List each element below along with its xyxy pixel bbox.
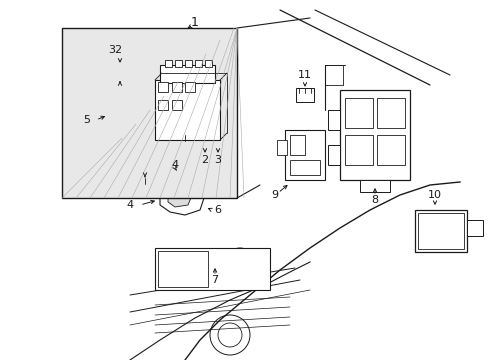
Circle shape: [218, 323, 242, 347]
Bar: [359, 180, 389, 192]
Bar: [339, 90, 409, 180]
Bar: [204, 60, 212, 67]
Text: 32: 32: [108, 45, 122, 55]
Bar: [172, 100, 182, 110]
Bar: [345, 98, 372, 128]
Bar: [289, 160, 319, 175]
Text: 3: 3: [214, 155, 221, 165]
Circle shape: [115, 73, 125, 83]
Circle shape: [223, 248, 257, 282]
Circle shape: [141, 184, 149, 192]
Polygon shape: [168, 178, 193, 207]
Bar: [376, 98, 404, 128]
Bar: [62, 28, 237, 198]
Bar: [466, 220, 482, 236]
Polygon shape: [160, 170, 204, 215]
Circle shape: [178, 141, 192, 155]
Circle shape: [121, 101, 149, 129]
Bar: [160, 65, 215, 83]
Bar: [172, 82, 182, 92]
Text: 1: 1: [191, 15, 199, 28]
Text: 5: 5: [83, 115, 90, 125]
Text: 4: 4: [171, 160, 178, 170]
Text: 8: 8: [371, 195, 378, 205]
Text: 9: 9: [271, 190, 278, 200]
Bar: [376, 135, 404, 165]
Bar: [184, 60, 192, 67]
Bar: [276, 140, 286, 155]
Text: 4: 4: [126, 200, 133, 210]
Bar: [184, 82, 195, 92]
Bar: [155, 248, 269, 290]
Bar: [155, 80, 220, 140]
Text: 6: 6: [214, 205, 221, 215]
Bar: [164, 60, 172, 67]
Circle shape: [129, 109, 141, 121]
Text: 2: 2: [201, 155, 208, 165]
Bar: [158, 251, 207, 287]
Bar: [417, 213, 463, 249]
Circle shape: [286, 132, 292, 138]
Text: 10: 10: [427, 190, 441, 200]
Bar: [289, 135, 305, 155]
Circle shape: [199, 134, 210, 146]
Bar: [158, 82, 168, 92]
Bar: [285, 130, 325, 180]
Circle shape: [209, 315, 249, 355]
Bar: [345, 135, 372, 165]
Circle shape: [114, 59, 126, 71]
Bar: [327, 145, 339, 165]
Bar: [195, 60, 202, 67]
Circle shape: [316, 132, 323, 138]
Bar: [175, 60, 182, 67]
Circle shape: [177, 262, 193, 278]
Circle shape: [170, 255, 200, 285]
Bar: [295, 88, 313, 102]
Bar: [158, 100, 168, 110]
Bar: [327, 110, 339, 130]
Circle shape: [117, 62, 123, 68]
Bar: [414, 210, 466, 252]
Circle shape: [212, 134, 224, 146]
Text: 7: 7: [211, 275, 218, 285]
Text: 11: 11: [297, 70, 311, 80]
Circle shape: [107, 87, 163, 143]
